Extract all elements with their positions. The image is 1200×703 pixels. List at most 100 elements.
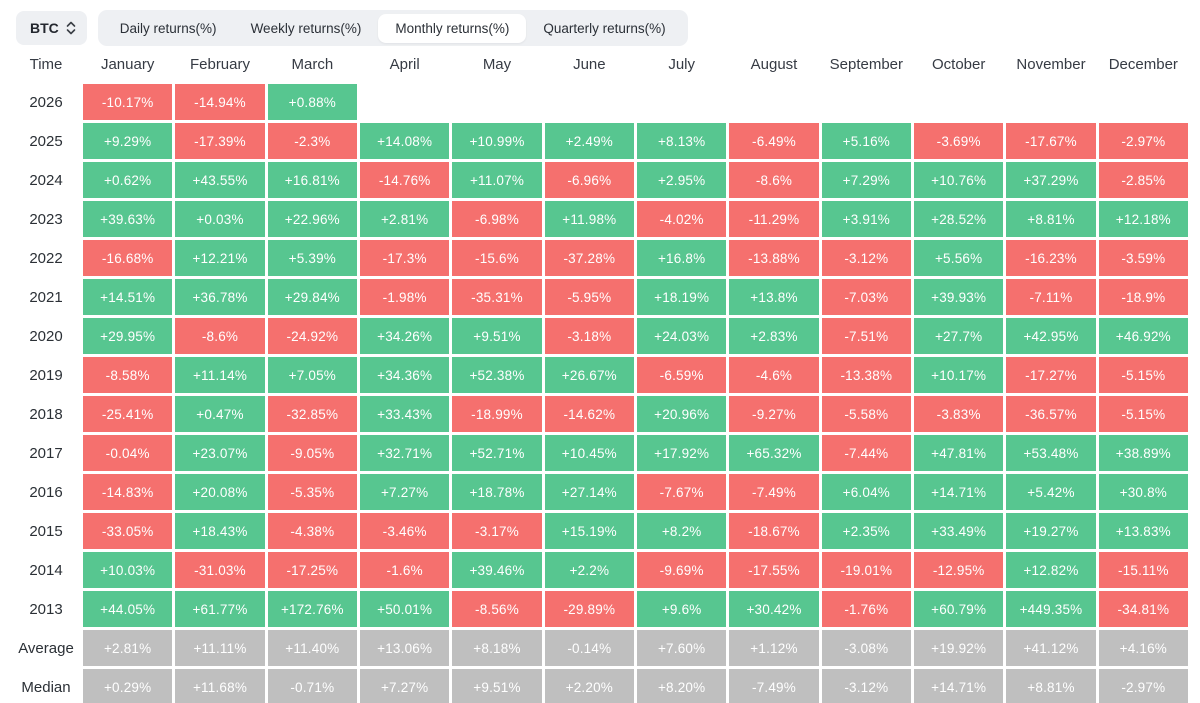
return-cell: -0.04% (83, 435, 173, 471)
return-cell: +0.62% (83, 162, 173, 198)
return-cell: -19.01% (821, 552, 911, 588)
return-cell: -4.38% (267, 513, 357, 549)
return-cell: -18.67% (729, 513, 819, 549)
return-cell: +6.04% (821, 474, 911, 510)
return-cell: +15.19% (544, 513, 634, 549)
return-cell: +20.96% (637, 396, 727, 432)
return-cell: +14.71% (914, 669, 1004, 703)
return-cell: -2.97% (1098, 123, 1188, 159)
return-cell (822, 84, 911, 120)
return-cell: -4.02% (637, 201, 727, 237)
return-cell: +5.16% (821, 123, 911, 159)
return-cell: +39.46% (452, 552, 542, 588)
return-cell: +38.89% (1098, 435, 1188, 471)
symbol-select[interactable]: BTC (16, 11, 87, 45)
return-cell: +42.95% (1006, 318, 1096, 354)
return-cell (545, 84, 634, 120)
return-cell: +2.20% (544, 669, 634, 703)
return-cell: +43.55% (175, 162, 265, 198)
return-cell: +23.07% (175, 435, 265, 471)
return-cell: -3.18% (544, 318, 634, 354)
return-cell: -15.6% (452, 240, 542, 276)
tab-daily-returns[interactable]: Daily returns(%) (103, 14, 234, 43)
return-cell: +8.81% (1006, 669, 1096, 703)
return-cell (729, 84, 818, 120)
return-cell: +13.06% (360, 630, 450, 666)
return-cell: +33.43% (360, 396, 450, 432)
return-cell: -5.35% (267, 474, 357, 510)
return-cell: -3.83% (914, 396, 1004, 432)
return-cell (1099, 84, 1188, 120)
return-cell: -34.81% (1098, 591, 1188, 627)
return-cell: +30.42% (729, 591, 819, 627)
column-header-march: March (291, 56, 334, 73)
row-label-2023: 2023 (29, 210, 63, 228)
return-cell: +0.88% (267, 84, 357, 120)
row-label-median: Median (21, 678, 71, 696)
return-cell: +9.6% (637, 591, 727, 627)
row-label-2014: 2014 (29, 561, 63, 579)
return-cell: -2.3% (267, 123, 357, 159)
return-cell: +14.08% (360, 123, 450, 159)
tab-monthly-returns[interactable]: Monthly returns(%) (378, 13, 527, 43)
row-label-2021: 2021 (29, 288, 63, 306)
tab-quarterly-returns[interactable]: Quarterly returns(%) (526, 14, 682, 43)
return-cell: -18.9% (1098, 279, 1188, 315)
return-cell (1006, 84, 1095, 120)
return-cell: +2.35% (821, 513, 911, 549)
return-cell: +28.52% (914, 201, 1004, 237)
return-cell: +11.07% (452, 162, 542, 198)
return-cell: +10.17% (914, 357, 1004, 393)
return-cell: +29.84% (267, 279, 357, 315)
return-cell: -7.44% (821, 435, 911, 471)
return-cell: +19.27% (1006, 513, 1096, 549)
column-header-july: July (668, 56, 695, 73)
return-cell: -17.3% (360, 240, 450, 276)
return-cell: +8.18% (452, 630, 542, 666)
return-cell: +22.96% (267, 201, 357, 237)
return-cell: +41.12% (1006, 630, 1096, 666)
return-cell: -37.28% (544, 240, 634, 276)
return-cell: +12.21% (175, 240, 265, 276)
return-cell: -18.99% (452, 396, 542, 432)
return-cell: -7.49% (729, 669, 819, 703)
return-cell: +8.81% (1006, 201, 1096, 237)
column-header-november: November (1016, 56, 1086, 73)
return-cell: -4.6% (729, 357, 819, 393)
return-cell: +18.78% (452, 474, 542, 510)
row-label-2015: 2015 (29, 522, 63, 540)
return-cell: -17.25% (267, 552, 357, 588)
return-cell: +46.92% (1098, 318, 1188, 354)
return-cell: +14.71% (914, 474, 1004, 510)
return-cell: +27.7% (914, 318, 1004, 354)
tab-weekly-returns[interactable]: Weekly returns(%) (234, 14, 379, 43)
column-header-january: January (100, 56, 155, 73)
return-cell: -7.67% (637, 474, 727, 510)
column-header-september: September (829, 56, 904, 73)
row-label-2022: 2022 (29, 249, 63, 267)
row-label-2013: 2013 (29, 600, 63, 618)
return-cell: -32.85% (267, 396, 357, 432)
return-cell: +26.67% (544, 357, 634, 393)
return-cell: +19.92% (914, 630, 1004, 666)
return-cell: +29.95% (83, 318, 173, 354)
return-cell: +5.39% (267, 240, 357, 276)
return-cell: -9.27% (729, 396, 819, 432)
return-cell: -7.03% (821, 279, 911, 315)
select-arrows-icon (66, 21, 76, 35)
return-cell: -17.67% (1006, 123, 1096, 159)
return-cell: -6.59% (637, 357, 727, 393)
return-cell: +10.45% (544, 435, 634, 471)
column-header-april: April (389, 56, 420, 73)
return-cell: -29.89% (544, 591, 634, 627)
row-label-2017: 2017 (29, 444, 63, 462)
row-label-2025: 2025 (29, 132, 63, 150)
return-cell: -1.98% (360, 279, 450, 315)
return-cell: +60.79% (914, 591, 1004, 627)
return-cell: -7.49% (729, 474, 819, 510)
return-cell: +1.12% (729, 630, 819, 666)
return-cell: -7.51% (821, 318, 911, 354)
return-cell: +65.32% (729, 435, 819, 471)
row-label-average: Average (18, 639, 74, 657)
return-cell: -13.88% (729, 240, 819, 276)
